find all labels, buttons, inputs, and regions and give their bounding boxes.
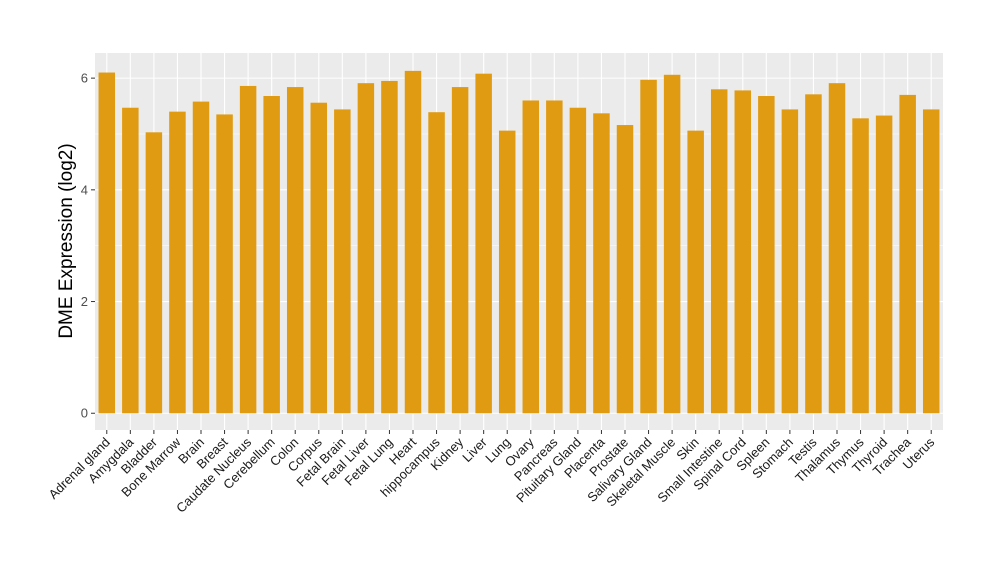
x-tick-label: Liver <box>459 434 490 465</box>
bar <box>805 94 822 414</box>
bars <box>98 70 940 414</box>
y-tick-label: 2 <box>81 294 88 309</box>
bar <box>357 83 375 414</box>
bar <box>852 118 869 414</box>
bar <box>922 109 940 414</box>
bar <box>546 100 563 414</box>
bar <box>616 125 634 414</box>
y-axis-label: DME Expression (log2) <box>56 143 77 338</box>
bar <box>286 87 304 414</box>
y-tick-label: 6 <box>81 71 88 86</box>
bar <box>663 74 681 414</box>
bar <box>475 73 492 414</box>
bar <box>239 85 257 414</box>
bar <box>404 70 422 414</box>
bar <box>522 100 540 414</box>
bar <box>451 87 469 414</box>
bar <box>734 90 752 414</box>
bar <box>263 96 280 414</box>
bar <box>640 79 657 414</box>
bar <box>569 107 587 414</box>
bar <box>875 115 893 414</box>
bar <box>758 96 775 414</box>
bar <box>381 80 398 414</box>
bar <box>428 112 445 414</box>
bar <box>828 83 846 414</box>
bar <box>122 107 139 414</box>
bar <box>781 109 799 414</box>
bar <box>145 132 163 414</box>
bar <box>169 111 186 414</box>
bar <box>334 109 351 414</box>
bar <box>710 89 728 414</box>
bar <box>687 130 704 414</box>
bar <box>192 101 210 414</box>
bar <box>98 72 116 414</box>
y-tick-label: 0 <box>81 406 88 421</box>
bar <box>310 102 328 414</box>
y-axis: 0 2 4 6 <box>81 71 95 421</box>
bar <box>593 113 610 414</box>
bar <box>899 94 916 414</box>
bar <box>498 130 516 414</box>
bar <box>216 114 233 414</box>
y-tick-label: 4 <box>81 182 88 197</box>
plot-panel <box>95 53 943 430</box>
